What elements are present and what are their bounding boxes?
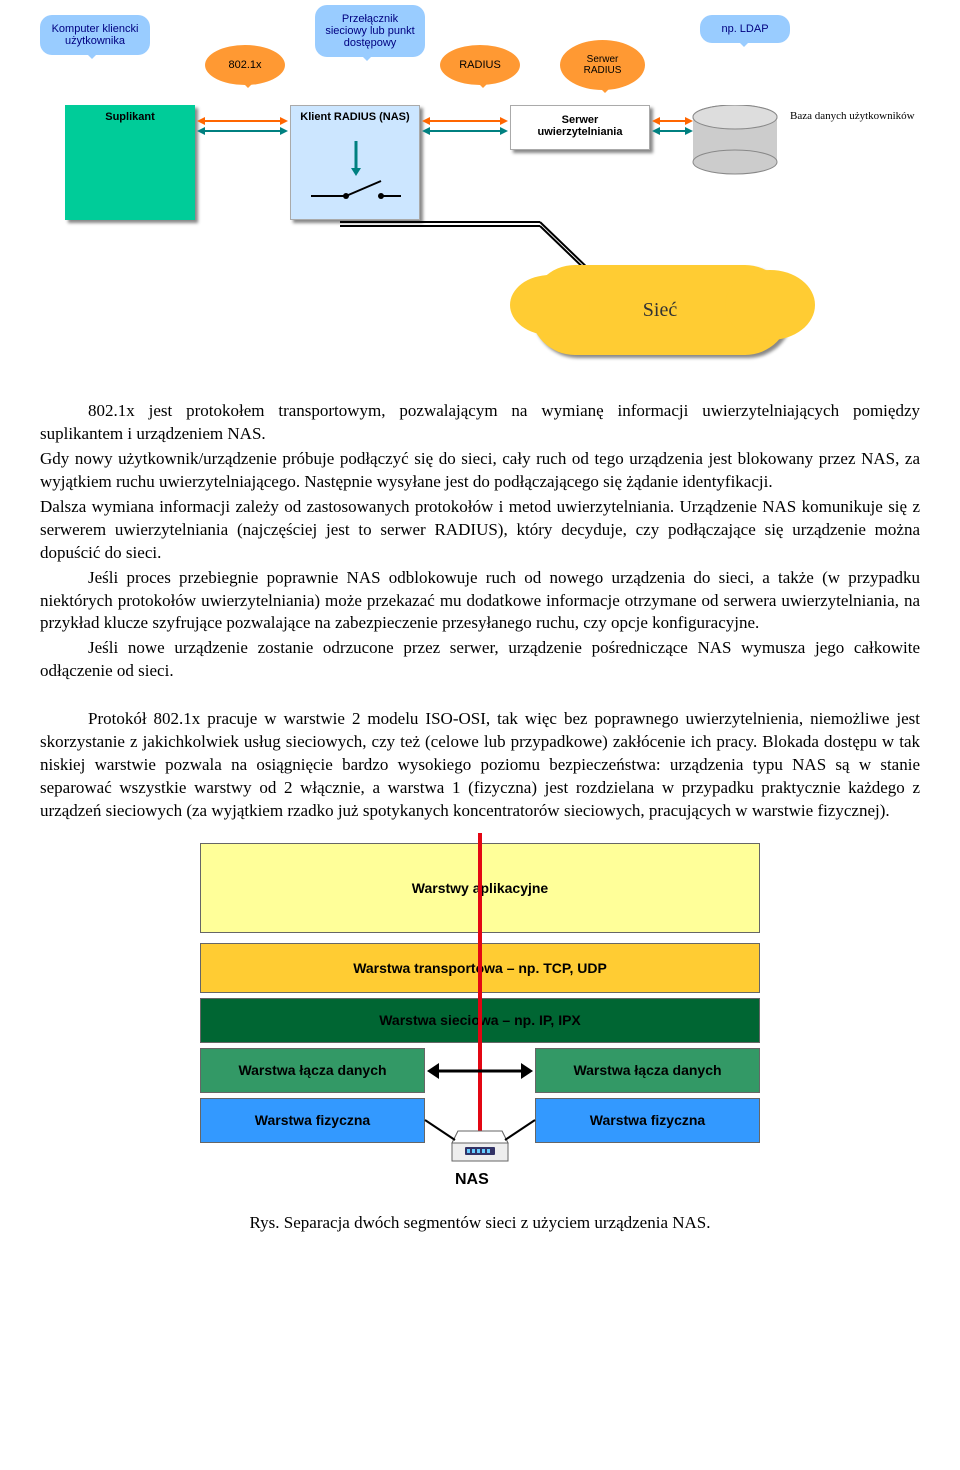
- callout-8021x: 802.1x: [205, 45, 285, 85]
- serwer-label: Serwer uwierzytelniania: [538, 114, 623, 138]
- para-6: Protokół 802.1x pracuje w warstwie 2 mod…: [40, 708, 920, 823]
- figure-caption: Rys. Separacja dwóch segmentów sieci z u…: [40, 1213, 920, 1233]
- arrow-3: [650, 115, 695, 135]
- layer-datalink-right: Warstwa łącza danych: [535, 1048, 760, 1093]
- suplikant-label: Suplikant: [105, 111, 155, 123]
- network-cloud: Sieć: [530, 265, 790, 355]
- callout-ldap: np. LDAP: [700, 15, 790, 43]
- switch-icon: [291, 136, 421, 216]
- arrow-1: [195, 115, 290, 135]
- layer-physical-right: Warstwa fizyczna: [535, 1098, 760, 1143]
- nas-connectors: [420, 1118, 540, 1148]
- cloud-label: Sieć: [643, 299, 677, 322]
- para-5: Jeśli nowe urządzenie zostanie odrzucone…: [40, 637, 920, 683]
- box-serwer-auth: Serwer uwierzytelniania: [510, 105, 650, 150]
- klient-label: Klient RADIUS (NAS): [300, 111, 409, 123]
- layer-datalink-left: Warstwa łącza danych: [200, 1048, 425, 1093]
- layer-physical-left: Warstwa fizyczna: [200, 1098, 425, 1143]
- callout-serwer-radius: Serwer RADIUS: [560, 40, 645, 90]
- nas-label: NAS: [455, 1171, 489, 1189]
- para-2: Gdy nowy użytkownik/urządzenie próbuje p…: [40, 448, 920, 494]
- para-4: Jeśli proces przebiegnie poprawnie NAS o…: [40, 567, 920, 636]
- box-suplikant: Suplikant: [65, 105, 195, 220]
- baza-label: Baza danych użytkowników: [790, 110, 915, 122]
- body-text: 802.1x jest protokołem transportowym, po…: [40, 400, 920, 823]
- osi-layers-diagram: Warstwy aplikacyjne Warstwa transportowa…: [200, 843, 760, 1203]
- box-klient-radius: Klient RADIUS (NAS): [290, 105, 420, 220]
- para-1: 802.1x jest protokołem transportowym, po…: [40, 400, 920, 446]
- callout-przelacznik: Przełącznik sieciowy lub punkt dostępowy: [315, 5, 425, 57]
- arrow-2: [420, 115, 510, 135]
- database-cylinder: [690, 105, 780, 175]
- callout-radius: RADIUS: [440, 45, 520, 85]
- para-3: Dalsza wymiana informacji zależy od zast…: [40, 496, 920, 565]
- network-diagram: Komputer kliencki użytkownika Przełączni…: [40, 10, 920, 370]
- callout-komputer: Komputer kliencki użytkownika: [40, 15, 150, 55]
- datalink-arrow: [425, 1053, 535, 1093]
